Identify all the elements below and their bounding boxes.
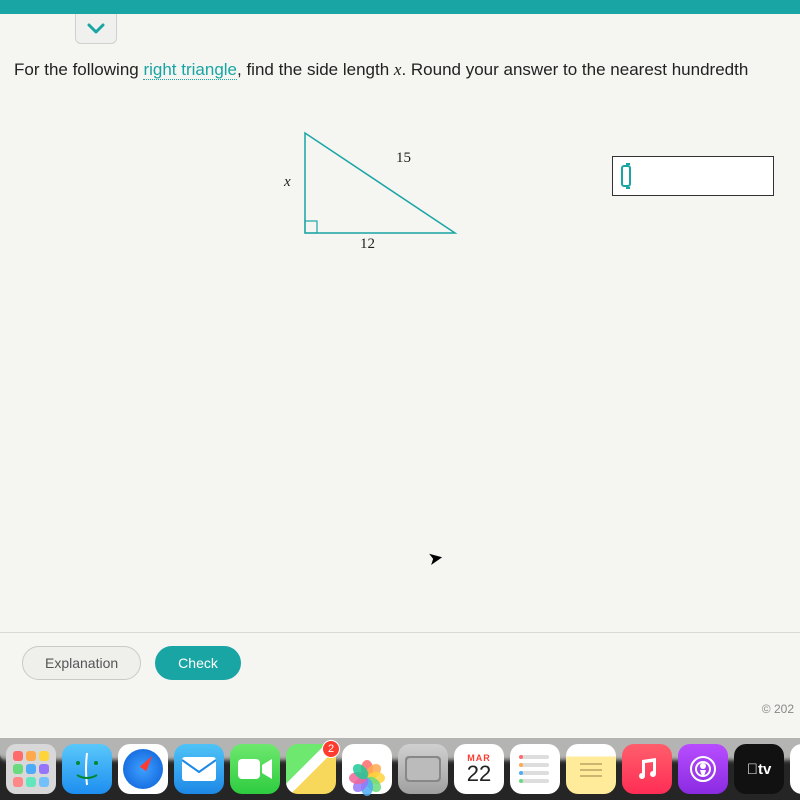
header-bar	[0, 0, 800, 14]
triangle-figure: x 15 12	[300, 128, 500, 268]
music-icon[interactable]	[622, 744, 672, 794]
tv-label: tv	[747, 761, 772, 778]
label-base: 12	[360, 236, 375, 253]
section-divider	[0, 632, 800, 633]
appletv-icon[interactable]: tv	[734, 744, 784, 794]
hotlink-term[interactable]: right triangle	[143, 60, 237, 80]
check-button[interactable]: Check	[155, 646, 241, 680]
chevron-down-icon	[87, 23, 105, 35]
facetime-icon[interactable]	[230, 744, 280, 794]
reminders-icon[interactable]	[510, 744, 560, 794]
answer-input[interactable]	[612, 156, 774, 196]
news-icon[interactable]	[790, 744, 800, 794]
question-middle: , find the side length	[237, 60, 394, 79]
explanation-button[interactable]: Explanation	[22, 646, 141, 680]
label-x: x	[284, 174, 291, 191]
mouse-cursor-icon: ➤	[426, 547, 445, 570]
copyright-text: © 202	[762, 702, 794, 716]
triangle-svg	[300, 128, 460, 238]
text-cursor-icon	[621, 165, 631, 187]
podcasts-icon[interactable]	[678, 744, 728, 794]
calendar-day: 22	[467, 763, 491, 785]
expand-toggle-button[interactable]	[75, 14, 117, 44]
question-text: For the following right triangle, find t…	[14, 60, 800, 80]
label-hypotenuse: 15	[396, 150, 411, 167]
maps-icon[interactable]: 2	[286, 744, 336, 794]
calendar-icon[interactable]: MAR 22	[454, 744, 504, 794]
safari-icon[interactable]	[118, 744, 168, 794]
mail-icon[interactable]	[174, 744, 224, 794]
action-row: Explanation Check	[22, 646, 241, 680]
finder-icon[interactable]	[62, 744, 112, 794]
maps-badge: 2	[322, 740, 340, 758]
question-prefix: For the following	[14, 60, 143, 79]
question-suffix: . Round your answer to the nearest hundr…	[401, 60, 748, 79]
photos-icon[interactable]	[342, 744, 392, 794]
launchpad-icon[interactable]	[6, 744, 56, 794]
notes-icon[interactable]	[566, 744, 616, 794]
app-screen: For the following right triangle, find t…	[0, 0, 800, 760]
macos-dock: 2 MAR 22 tv	[0, 738, 800, 800]
drive-icon[interactable]	[398, 744, 448, 794]
